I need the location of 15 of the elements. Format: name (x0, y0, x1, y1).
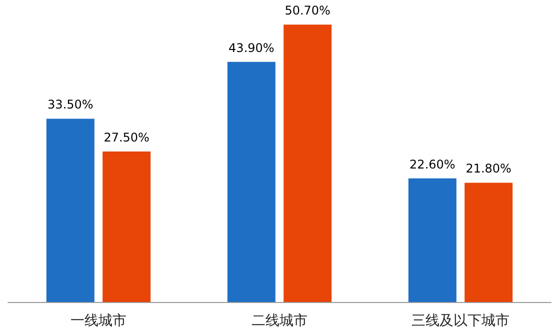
data-label: 21.80% (466, 162, 512, 176)
data-label: 43.90% (228, 40, 274, 55)
data-label: 33.50% (48, 98, 94, 112)
data-label: 27.50% (104, 130, 150, 145)
x-tick-label: 一线城市 (70, 313, 126, 329)
bar (46, 118, 94, 302)
data-label: 22.60% (410, 157, 456, 172)
bar (102, 152, 151, 302)
bar (408, 178, 456, 302)
bar (464, 182, 513, 302)
x-tick-label: 三线及以下城市 (412, 313, 510, 329)
data-label: 50.70% (284, 4, 330, 18)
bar (284, 24, 332, 302)
bar (227, 62, 276, 302)
x-tick-label: 二线城市 (252, 313, 308, 329)
